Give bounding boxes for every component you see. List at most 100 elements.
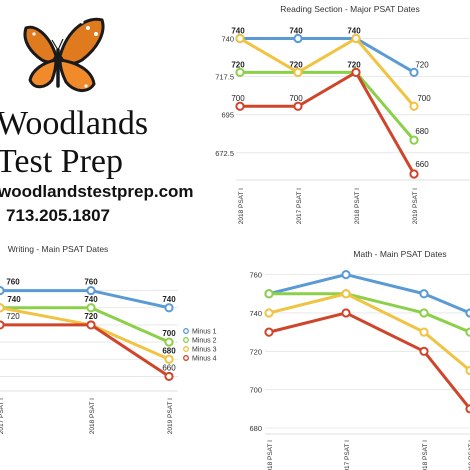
legend-marker [183, 337, 189, 343]
x-tick-label: 2018 PSAT I [422, 440, 429, 470]
data-point [419, 308, 429, 318]
y-tick-label: 720 [249, 347, 262, 356]
series-line-minus-4 [0, 323, 171, 378]
brand-name-line2: Test Prep [0, 143, 123, 180]
data-label: 700 [417, 94, 431, 103]
data-point [465, 365, 470, 376]
x-tick-label: 2019 PSAT I [468, 440, 470, 470]
series-line-minus-2 [267, 292, 470, 334]
butterfly-wing-lower-right [58, 58, 96, 92]
data-point [264, 289, 274, 299]
legend-label: Minus 4 [192, 356, 217, 363]
data-point [86, 303, 96, 313]
x-tick-label: 2017 PSAT I [296, 188, 303, 224]
data-label: 720 [289, 60, 303, 69]
data-point [235, 67, 245, 77]
data-label: 740 [7, 295, 21, 304]
data-point [465, 404, 470, 414]
data-point [409, 169, 419, 179]
data-label: 740 [162, 295, 176, 304]
data-point [293, 33, 303, 44]
data-label: 740 [84, 295, 98, 304]
data-point [341, 289, 351, 299]
butterfly-wing-lower-left [28, 58, 58, 89]
legend-marker [183, 355, 189, 361]
data-label: 660 [415, 160, 429, 169]
y-tick-label: 695 [221, 111, 234, 120]
data-point [419, 327, 429, 337]
data-point [0, 320, 5, 330]
y-tick-label: 717.5 [215, 73, 234, 82]
chart-title: Writing - Main PSAT Dates [8, 244, 109, 254]
data-label: 760 [84, 278, 98, 287]
data-point [264, 327, 274, 337]
x-tick-label: 2019 PSAT I [412, 188, 419, 224]
data-label: 700 [162, 329, 176, 338]
data-point [409, 67, 419, 77]
legend-marker [183, 346, 189, 352]
data-point [351, 33, 361, 44]
chart-title: Reading Section - Major PSAT Dates [280, 4, 420, 14]
data-label: 660 [162, 363, 176, 372]
data-point [164, 303, 174, 313]
data-point [293, 67, 303, 77]
series-line-minus-1 [267, 273, 470, 315]
y-tick-label: 700 [249, 386, 262, 395]
brand-phone: 713.205.1807 [6, 206, 110, 225]
data-label: 700 [289, 94, 303, 103]
chart-title: Math - Main PSAT Dates [353, 249, 446, 259]
data-point [341, 269, 351, 280]
series-line-minus-4 [238, 70, 416, 176]
data-point [351, 67, 361, 77]
brand-name-line1: Woodlands [0, 105, 149, 142]
data-point [164, 337, 174, 347]
series-line-minus-2 [238, 70, 416, 142]
data-label: 740 [231, 26, 245, 35]
data-label: 760 [6, 278, 20, 287]
data-point [409, 101, 419, 111]
brand-website: woodlandstestprep.com [0, 182, 194, 201]
data-point [419, 289, 429, 299]
data-label: 680 [162, 346, 176, 355]
data-label: 720 [415, 60, 429, 69]
y-tick-label: 680 [249, 424, 262, 433]
y-tick-label: 672.5 [215, 149, 234, 158]
data-point [264, 308, 274, 318]
data-point [409, 135, 419, 145]
legend-label: Minus 3 [192, 347, 217, 354]
series-line-minus-4 [267, 311, 470, 411]
x-tick-label: 2018 PSAT I [354, 188, 361, 224]
data-point [164, 354, 174, 364]
x-tick-label: 2018 PSAT I [238, 188, 245, 224]
data-point [419, 346, 429, 356]
data-point [293, 101, 303, 111]
data-label: 720 [347, 60, 361, 69]
data-point [86, 320, 96, 330]
x-tick-label: 2018 PSAT I [267, 440, 274, 470]
y-tick-label: 760 [249, 271, 262, 280]
legend-marker [183, 328, 189, 334]
x-tick-label: 2017 PSAT I [0, 398, 5, 434]
series-line-minus-3 [267, 292, 470, 372]
data-point [86, 285, 96, 296]
data-point [0, 303, 5, 313]
legend-label: Minus 2 [192, 338, 217, 345]
data-point [164, 371, 174, 382]
series-line-minus-3 [238, 36, 416, 108]
legend-label: Minus 1 [192, 329, 217, 336]
data-point [465, 327, 470, 337]
x-tick-label: 2019 PSAT I [167, 398, 174, 434]
data-label: 740 [347, 26, 361, 35]
data-point [341, 308, 351, 318]
y-tick-label: 740 [249, 309, 262, 318]
data-label: 680 [415, 127, 429, 136]
data-label: 720 [84, 312, 98, 321]
data-label: 720 [231, 60, 245, 69]
y-tick-label: 740 [221, 34, 234, 43]
data-point [0, 285, 5, 296]
data-label: 700 [231, 94, 245, 103]
data-point [465, 308, 470, 318]
x-tick-label: 2018 PSAT I [89, 398, 96, 434]
